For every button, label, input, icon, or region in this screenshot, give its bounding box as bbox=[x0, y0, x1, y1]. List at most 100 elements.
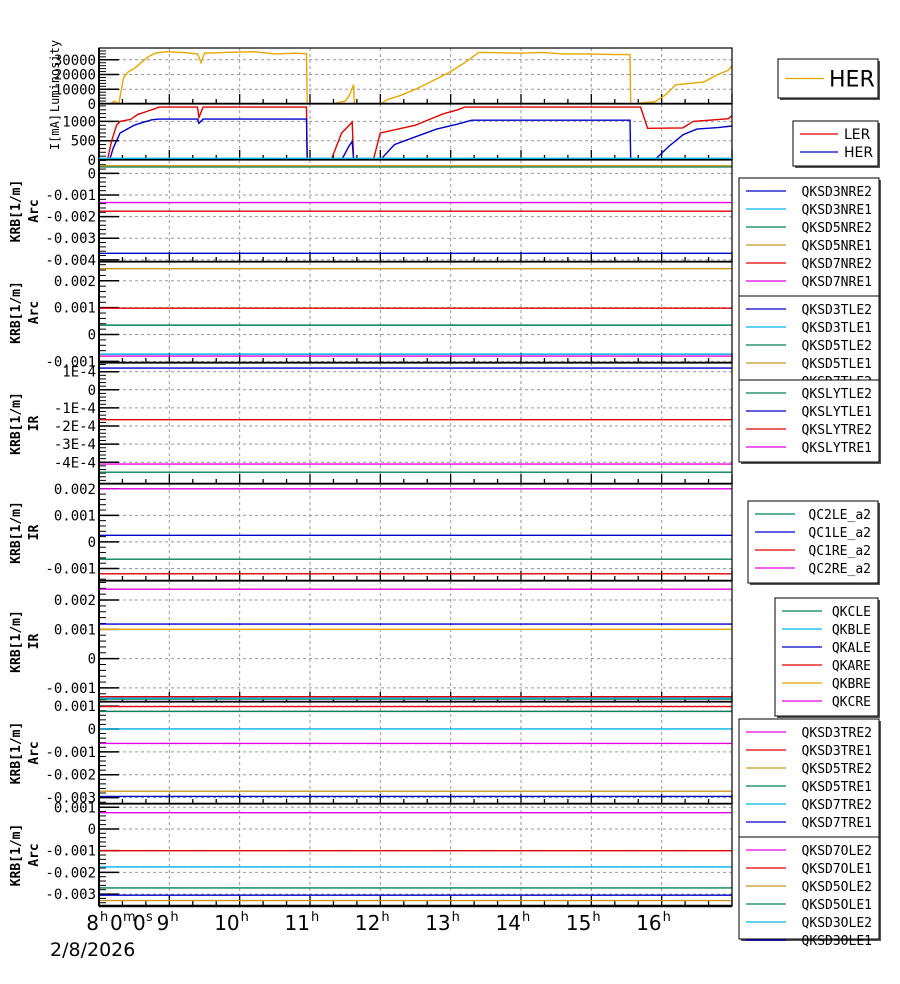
y-axis-label: KRB[1/m] bbox=[9, 610, 24, 673]
y-tick-label: -0.001 bbox=[45, 354, 96, 370]
x-axis-date: 2/8/2026 bbox=[50, 939, 135, 961]
x-tick-label: 16 h bbox=[636, 910, 671, 935]
legend-label: QKSLYTLE2 bbox=[802, 387, 872, 402]
y-tick-label: 0.001 bbox=[54, 301, 96, 317]
y-tick-label: 20000 bbox=[54, 68, 96, 84]
x-tick-label: 12 h bbox=[355, 910, 390, 935]
chart-panels: 0100002000030000Luminosity05001000I[mA]-… bbox=[9, 40, 733, 908]
legend-label: QKSD5OLE1 bbox=[802, 898, 872, 913]
x-tick-value: 0 bbox=[133, 911, 146, 935]
legend-label: QKSD5TLE1 bbox=[802, 357, 872, 372]
y-tick-label: 0 bbox=[88, 97, 96, 113]
legend-label: QKARE bbox=[832, 659, 871, 674]
legend-label: QKSD7NRE2 bbox=[802, 257, 872, 272]
y-tick-label: 0.001 bbox=[54, 622, 96, 638]
legend-label: QKSD5NRE2 bbox=[802, 221, 872, 236]
y-tick-label: 500 bbox=[71, 134, 96, 150]
legend-label: QKCLE bbox=[832, 605, 871, 620]
y-tick-label: 0.001 bbox=[54, 508, 96, 524]
x-tick-hour: 11 bbox=[285, 911, 310, 935]
y-axis-label: KRB[1/m] bbox=[9, 281, 24, 344]
y-axis-sublabel: IR bbox=[27, 416, 42, 432]
y-axis-label: KRB[1/m] bbox=[9, 501, 24, 564]
x-tick-unit: h bbox=[381, 910, 389, 925]
y-tick-label: -4E-4 bbox=[54, 455, 96, 471]
series-line bbox=[99, 106, 733, 161]
legend-box bbox=[747, 500, 879, 584]
y-tick-label: -0.002 bbox=[45, 210, 96, 226]
legend: QKCLE QKBLE QKALE QKARE QKBRE QKCRE bbox=[774, 597, 880, 718]
legend-box bbox=[738, 718, 880, 838]
y-axis-label: KRB[1/m] bbox=[9, 722, 24, 785]
y-tick-label: 0.001 bbox=[54, 699, 96, 715]
y-axis-sublabel: IR bbox=[27, 525, 42, 541]
legend-label: QKSD3NRE1 bbox=[802, 203, 872, 218]
y-axis-sublabel: Arc bbox=[27, 741, 42, 764]
legend-box bbox=[738, 295, 880, 397]
x-tick-unit: h bbox=[170, 910, 178, 925]
x-tick-hour: 12 bbox=[355, 911, 380, 935]
legend-box bbox=[792, 120, 879, 167]
x-tick-hour: 16 bbox=[636, 911, 661, 935]
y-tick-label: -0.003 bbox=[45, 791, 96, 807]
y-axis-sublabel: Arc bbox=[27, 199, 42, 222]
x-tick-unit: h bbox=[452, 910, 460, 925]
y-axis-label: KRB[1/m] bbox=[9, 824, 24, 887]
plot-area bbox=[99, 48, 732, 104]
y-axis-label: KRB[1/m] bbox=[9, 180, 24, 243]
x-tick-label: 14 h bbox=[496, 910, 531, 935]
y-tick-label: 1000 bbox=[62, 114, 96, 130]
y-tick-label: -0.001 bbox=[45, 844, 96, 860]
legend-box bbox=[738, 177, 880, 297]
y-tick-label: -0.003 bbox=[45, 231, 96, 247]
x-tick-unit: h bbox=[592, 910, 600, 925]
legend-label: QKSD3TRE2 bbox=[802, 726, 872, 741]
legend-label: QC1LE_a2 bbox=[808, 526, 871, 541]
x-tick-hour: 14 bbox=[496, 911, 521, 935]
legend-label: QKSD3OLE1 bbox=[802, 934, 872, 949]
y-tick-label: 0.002 bbox=[54, 593, 96, 609]
legend-label: QKSD7OLE1 bbox=[802, 862, 872, 877]
legend-label: QKSD5OLE2 bbox=[802, 880, 872, 895]
y-tick-label: -0.001 bbox=[45, 562, 96, 578]
legend-box bbox=[738, 379, 880, 463]
y-axis-label: Luminosity bbox=[48, 40, 62, 112]
legend-label: QKSD5TRE1 bbox=[802, 780, 872, 795]
x-tick-unit: h bbox=[100, 910, 108, 925]
x-tick-unit: s bbox=[146, 910, 153, 925]
y-tick-label: 0 bbox=[88, 652, 96, 668]
y-tick-label: -0.003 bbox=[45, 887, 96, 903]
legend-label: QKBLE bbox=[832, 623, 871, 638]
legend-label: QKSLYTRE1 bbox=[802, 441, 872, 456]
y-tick-label: 0 bbox=[88, 383, 96, 399]
x-tick-hour: 15 bbox=[566, 911, 591, 935]
legend-label: QKBRE bbox=[832, 677, 871, 692]
legend: QKSLYTLE2 QKSLYTLE1 QKSLYTRE2 QKSLYTRE1 bbox=[738, 379, 881, 464]
y-tick-label: -0.002 bbox=[45, 865, 96, 881]
legend-label: QC2RE_a2 bbox=[808, 562, 871, 577]
y-tick-label: 0 bbox=[88, 166, 96, 182]
y-axis-label: KRB[1/m] bbox=[9, 392, 24, 455]
x-tick-unit: h bbox=[522, 910, 530, 925]
y-tick-label: 10000 bbox=[54, 82, 96, 98]
y-tick-label: -0.002 bbox=[45, 768, 96, 784]
legend-label: QC2LE_a2 bbox=[808, 508, 871, 523]
legends: HERLERHERQKSD3NRE2QKSD3NRE1QKSD5NRE2QKSD… bbox=[738, 58, 881, 949]
y-tick-label: 0 bbox=[88, 822, 96, 838]
y-tick-label: -2E-4 bbox=[54, 419, 96, 435]
legend-label: QKALE bbox=[832, 641, 871, 656]
legend-label: QKSD3TRE1 bbox=[802, 744, 872, 759]
y-tick-label: 1E-4 bbox=[62, 365, 96, 381]
legend-box bbox=[774, 597, 879, 717]
y-tick-label: 0.002 bbox=[54, 482, 96, 498]
y-tick-label: -0.004 bbox=[45, 253, 96, 269]
x-tick-unit: h bbox=[311, 910, 319, 925]
y-tick-label: 0 bbox=[88, 153, 96, 169]
x-tick-unit: h bbox=[663, 910, 671, 925]
chart-panel: -0.003 -0.002 -0.001 0 0.001 KRB[1/m] Arc bbox=[9, 800, 733, 908]
legend-label: LER bbox=[844, 127, 871, 143]
